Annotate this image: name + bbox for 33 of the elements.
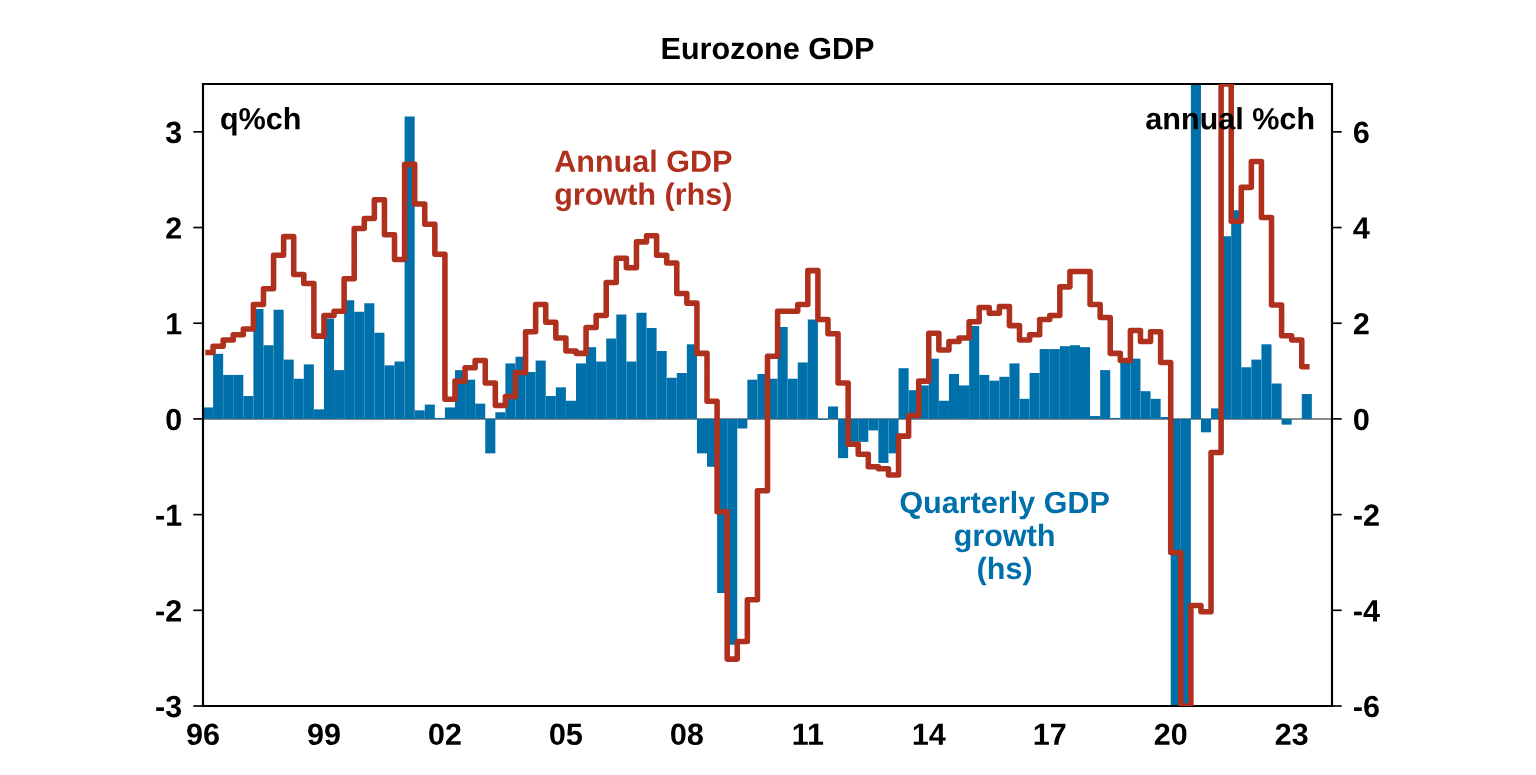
- bar: [827, 406, 839, 419]
- series-label: Quarterly GDP growth (hs): [900, 490, 1109, 586]
- x-tick-label: 17: [1034, 723, 1066, 745]
- y-tick-label: 2: [166, 217, 181, 239]
- series-label: Annual GDP growth (rhs): [554, 149, 732, 212]
- y-tick-label: 0: [166, 408, 181, 431]
- bar: [485, 418, 496, 454]
- y-tick-label: 1: [167, 313, 182, 335]
- y2-tick-label: 6: [1353, 121, 1369, 144]
- y2-tick-label: -2: [1354, 504, 1379, 526]
- x-tick-label: 05: [550, 723, 583, 746]
- bar: [1301, 394, 1312, 419]
- y-tick-label: 3: [165, 121, 182, 144]
- y-tick-label: -2: [156, 600, 181, 622]
- x-tick-label: 99: [308, 723, 340, 746]
- chart-title: Eurozone GDP: [662, 37, 874, 60]
- y2-tick-label: 2: [1353, 312, 1369, 335]
- x-tick-label: 96: [187, 723, 219, 746]
- y2-tick-label: 0: [1354, 408, 1369, 431]
- x-tick-label: 11: [793, 723, 824, 745]
- bar: [1200, 418, 1212, 433]
- y-tick-label: -1: [156, 504, 182, 526]
- bar: [1281, 418, 1292, 425]
- y-axis-title: q%ch: [221, 107, 300, 136]
- y2-tick-label: -6: [1354, 695, 1379, 718]
- x-tick-label: 08: [671, 723, 703, 746]
- y2-tick-label: 4: [1353, 217, 1370, 239]
- y2-tick-label: -4: [1354, 600, 1380, 622]
- x-tick-label: 14: [913, 723, 946, 745]
- x-tick-label: 02: [429, 723, 461, 746]
- x-tick-label: 20: [1154, 723, 1187, 746]
- y-tick-label: -3: [156, 695, 182, 718]
- x-tick-label: 23: [1275, 723, 1308, 746]
